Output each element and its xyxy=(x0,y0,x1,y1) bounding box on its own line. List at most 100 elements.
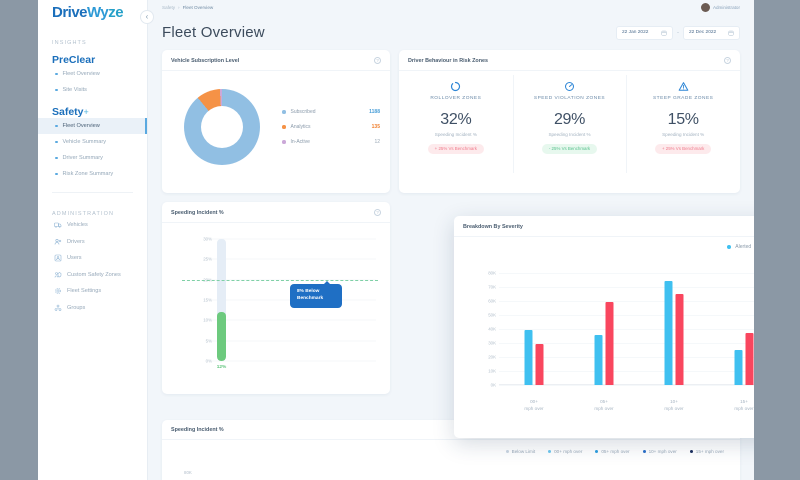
logo-text: Drive xyxy=(52,4,88,21)
legend-item: Analytics 135 xyxy=(282,120,380,135)
gauge-chart: 30% 25% 20% 15% 10% 5% 0% 12% 8% Below Benchma… xyxy=(162,223,390,383)
metric-value: 29% xyxy=(553,111,586,128)
date-from-input[interactable]: 22 Jan 2022 xyxy=(616,25,673,40)
date-separator: - xyxy=(677,29,679,36)
metric-speed-violation-zones: SPEED VIOLATION ZONES 29% Speeding Incid… xyxy=(512,71,627,183)
driver-behaviour-card: Driver Behaviour in Risk Zones ? ROLLOVE… xyxy=(399,50,740,193)
legend-label: 00+ mph over xyxy=(554,449,583,454)
axis-tick: 10K xyxy=(488,368,496,374)
card-header: Breakdown By Severity ? xyxy=(454,216,754,237)
gridline xyxy=(499,301,754,302)
gauge-track xyxy=(217,239,226,361)
metric-name: SPEED VIOLATION ZONES xyxy=(533,96,606,101)
cards-row-1: Vehicle Subscription Level ? Subscribed … xyxy=(162,50,740,193)
sidebar-item-custom-safety-zones[interactable]: Custom Safety Zones xyxy=(38,267,147,284)
bar-group xyxy=(664,281,684,385)
gridline xyxy=(499,315,754,316)
bar-alerted[interactable] xyxy=(734,350,743,385)
profile-name: Administrator xyxy=(712,4,740,10)
speeding-incident-card: Speeding Incident % ? 30% 25% 20% 15% 10% 5% 0… xyxy=(162,202,390,394)
legend-swatch-below-limit xyxy=(505,450,509,453)
sidebar-group-safety-plus: + xyxy=(83,107,89,117)
card-header: Driver Behaviour in Risk Zones ? xyxy=(399,50,740,71)
page-title: Fleet Overview xyxy=(162,24,265,41)
axis-tick: 5% xyxy=(205,338,212,344)
axis-tick: 60K xyxy=(488,298,496,304)
legend-swatch-subscribed xyxy=(282,110,286,114)
axis-tick: 25% xyxy=(203,256,212,262)
sidebar-item-fleet-settings[interactable]: Fleet Settings xyxy=(38,283,147,300)
chart-legend: Alerted Hidden xyxy=(454,237,754,250)
gridline xyxy=(499,343,754,344)
axis-tick: 70K xyxy=(488,284,496,290)
gridline xyxy=(212,319,376,321)
legend-item[interactable]: Alerted xyxy=(727,244,751,250)
legend-value: 135 xyxy=(371,124,380,130)
legend-label: Below Limit xyxy=(511,449,536,454)
axis-tick: 0% xyxy=(205,358,212,364)
sidebar-item-vehicles[interactable]: Vehicles xyxy=(38,217,147,234)
sidebar-item-vehicle-summary[interactable]: Vehicle Summary xyxy=(38,134,147,150)
card-header: Speeding Incident % ? xyxy=(162,202,390,223)
driver-icon xyxy=(54,238,62,245)
sidebar: DriveWyze ‹ INSIGHTS PreClear Fleet Over… xyxy=(38,0,154,480)
gauge-value-label: 12% xyxy=(216,365,227,370)
legend-value: 12 xyxy=(374,139,380,145)
legend-label: 10+ mph over xyxy=(648,449,677,454)
bar-hidden[interactable] xyxy=(745,333,754,385)
main-content: Safety › Fleet Overview Administrator Fl… xyxy=(148,0,754,480)
bar-alerted[interactable] xyxy=(664,281,673,385)
metric-rollover-zones: ROLLOVER ZONES 32% Speeding Incident % +… xyxy=(399,71,513,183)
bar-hidden[interactable] xyxy=(675,294,684,385)
breadcrumb-root[interactable]: Safety xyxy=(162,4,176,10)
gridline xyxy=(499,357,754,358)
sidebar-item-users[interactable]: Users xyxy=(38,250,147,267)
card-title: Breakdown By Severity xyxy=(463,223,523,230)
sidebar-item-drivers[interactable]: Drivers xyxy=(38,234,147,251)
axis-tick: 0K xyxy=(490,382,496,388)
sidebar-item-label: Vehicles xyxy=(67,222,88,229)
profile-menu[interactable]: Administrator xyxy=(700,2,740,12)
sidebar-item-driver-summary[interactable]: Driver Summary xyxy=(38,150,147,166)
chevron-left-icon[interactable]: ‹ xyxy=(140,10,154,24)
benchmark-tooltip: 8% Below Benchmark xyxy=(290,280,342,308)
sidebar-item-fleet-overview[interactable]: Fleet Overview xyxy=(38,118,147,134)
bar-group xyxy=(734,333,754,385)
axis-tick: 30K xyxy=(488,340,496,346)
legend-item: 05+ mph over xyxy=(595,449,630,454)
bar-alerted[interactable] xyxy=(524,330,533,385)
help-icon[interactable]: ? xyxy=(374,209,381,216)
gauge-fill xyxy=(217,312,226,361)
axis-tick: 10% xyxy=(203,317,212,323)
legend-item: 00+ mph over xyxy=(548,449,582,454)
help-icon[interactable]: ? xyxy=(724,57,731,64)
bar-hidden[interactable] xyxy=(605,302,614,385)
sidebar-group-safety[interactable]: Safety+ xyxy=(38,106,147,118)
sidebar-item-site-visits[interactable]: Site Visits xyxy=(38,82,147,98)
legend-item: Subscribed 1188 xyxy=(282,105,380,120)
sidebar-item-label: Fleet Settings xyxy=(67,288,102,295)
bar-group xyxy=(594,302,614,385)
legend-swatch-inactive xyxy=(282,140,286,144)
calendar-icon[interactable] xyxy=(728,30,734,36)
donut-legend: Subscribed 1188 Analytics 135 In-Active xyxy=(282,105,380,150)
truck-icon xyxy=(54,222,62,228)
calendar-icon[interactable] xyxy=(661,30,667,36)
legend-item: 15+ mph over xyxy=(689,449,724,454)
date-to-input[interactable]: 22 Dec 2022 xyxy=(683,25,740,40)
sidebar-item-risk-zone-summary[interactable]: Risk Zone Summary xyxy=(38,166,147,182)
axis-tick: 15% xyxy=(203,297,212,303)
legend-swatch-00-mph xyxy=(548,450,552,453)
app-logo[interactable]: DriveWyze xyxy=(38,0,147,22)
bar-hidden[interactable] xyxy=(535,344,544,385)
legend-label: In-Active xyxy=(290,139,310,145)
bar-alerted[interactable] xyxy=(594,334,603,385)
sidebar-item-preclear-fleet-overview[interactable]: Fleet Overview xyxy=(38,66,147,82)
gridline xyxy=(499,371,754,372)
sidebar-item-label: Driver Summary xyxy=(62,155,103,161)
help-icon[interactable]: ? xyxy=(374,57,381,64)
sidebar-item-groups[interactable]: Groups xyxy=(38,300,147,317)
axis-label: 15+ mph over xyxy=(734,399,754,412)
sidebar-group-preclear[interactable]: PreClear xyxy=(52,54,96,66)
